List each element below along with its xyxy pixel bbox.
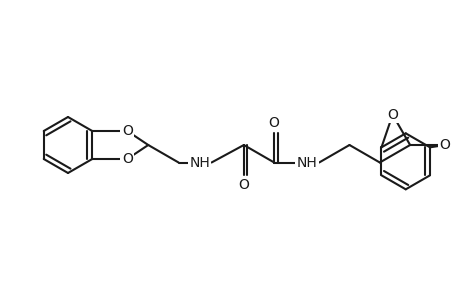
Text: NH: NH: [189, 155, 209, 170]
Text: O: O: [122, 152, 132, 166]
Text: O: O: [122, 124, 132, 138]
Text: NH: NH: [296, 155, 317, 170]
Text: O: O: [238, 178, 249, 192]
Text: O: O: [439, 138, 449, 152]
Text: O: O: [268, 116, 279, 130]
Text: O: O: [386, 108, 397, 122]
